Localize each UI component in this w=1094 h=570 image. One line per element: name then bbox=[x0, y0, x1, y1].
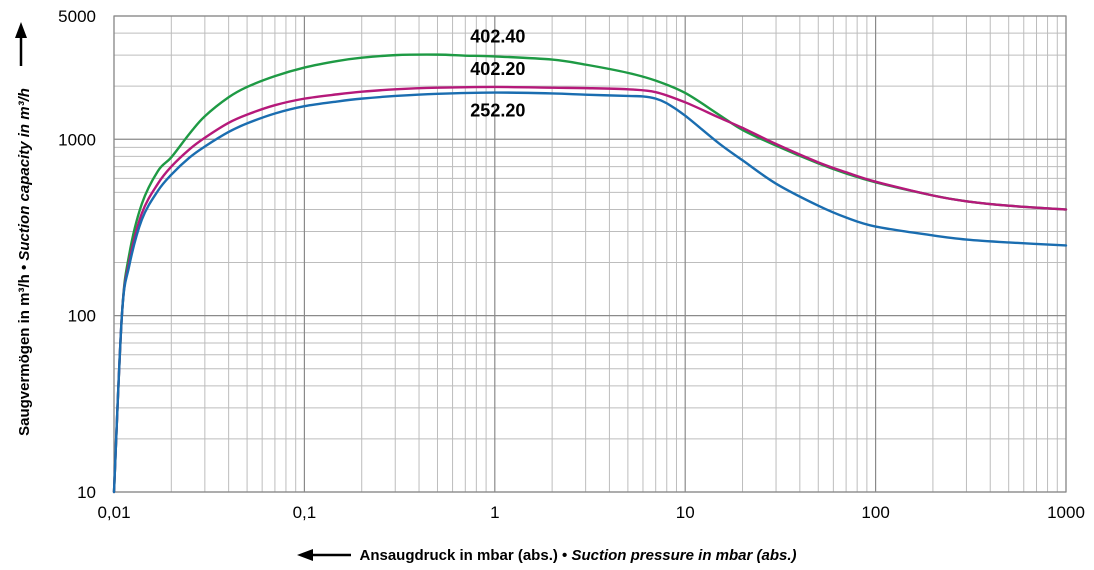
y-axis-label: Saugvermögen in m³/h • Suction capacity … bbox=[16, 88, 33, 436]
svg-text:Saugvermögen in m³/h • Suction: Saugvermögen in m³/h • Suction capacity … bbox=[16, 88, 33, 436]
labels-layer: 0,01 0,1 1 10 100 1000 10 100 1000 5000 402.40 402.… bbox=[58, 7, 1085, 522]
series-label-402-40: 402.40 bbox=[470, 26, 525, 46]
x-tick-label: 1000 bbox=[1047, 503, 1085, 522]
x-axis-label-main: Ansaugdruck in mbar (abs.) bbox=[359, 546, 558, 564]
y-axis-label-sep: • bbox=[16, 261, 33, 275]
x-tick-label: 1 bbox=[490, 503, 499, 522]
plot-frame bbox=[113, 15, 1067, 493]
series-layer bbox=[112, 53, 1068, 494]
x-axis-label: Ansaugdruck in mbar (abs.) • Suction pre… bbox=[0, 543, 1094, 567]
x-axis-label-sep: • bbox=[557, 546, 572, 564]
series-label-252-20: 252.20 bbox=[470, 101, 525, 121]
x-tick-label: 0,1 bbox=[293, 503, 317, 522]
x-axis-label-en: Suction pressure in mbar (abs.) bbox=[571, 546, 797, 564]
y-tick-label: 5000 bbox=[58, 7, 96, 26]
y-tick-label: 1000 bbox=[58, 130, 96, 149]
x-tick-label: 10 bbox=[676, 503, 695, 522]
series-label-402-20: 402.20 bbox=[470, 59, 525, 79]
x-tick-label: 0,01 bbox=[97, 503, 130, 522]
y-axis-arrow-icon bbox=[15, 22, 27, 66]
grid-minor bbox=[114, 15, 1066, 492]
x-axis-arrow-icon bbox=[297, 549, 352, 561]
x-tick-label: 100 bbox=[861, 503, 889, 522]
y-tick-label: 100 bbox=[68, 307, 96, 326]
y-tick-label: 10 bbox=[77, 483, 96, 502]
series-line-402-20 bbox=[112, 85, 1068, 494]
y-axis-label-main: Saugvermögen in m³/h bbox=[16, 274, 33, 436]
series-line-252-20 bbox=[112, 91, 1068, 494]
grid-major bbox=[113, 15, 1067, 493]
y-axis-label-en: Suction capacity in m³/h bbox=[16, 88, 33, 261]
